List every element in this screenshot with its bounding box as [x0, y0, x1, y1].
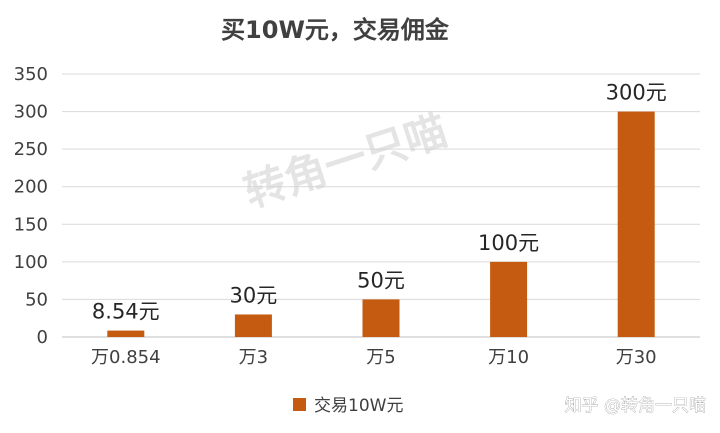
bar [362, 299, 400, 337]
data-label: 100元 [478, 231, 539, 255]
data-label: 30元 [230, 283, 278, 307]
y-axis-ticks: 0 50 100 150 200 250 300 350 [14, 64, 48, 348]
watermark-text: 转角一只喵 [238, 105, 453, 217]
x-category-label: 万10 [488, 347, 529, 368]
bar [234, 314, 272, 337]
gridlines [62, 73, 700, 338]
legend-swatch [293, 398, 306, 411]
bar [490, 261, 528, 337]
legend-label: 交易10W元 [314, 396, 403, 416]
bar [617, 111, 655, 337]
y-tick-label: 0 [37, 327, 48, 348]
credit-text: 知乎 @转角一只喵 [565, 396, 706, 416]
y-tick-label: 50 [25, 289, 48, 310]
x-category-label: 万0.854 [91, 347, 161, 368]
x-axis-categories: 万0.854 万3 万5 万10 万30 [91, 347, 657, 368]
y-tick-label: 300 [14, 102, 48, 123]
x-category-label: 万5 [366, 347, 395, 368]
bars [107, 111, 655, 337]
y-tick-label: 100 [14, 252, 48, 273]
y-tick-label: 250 [14, 139, 48, 160]
x-category-label: 万3 [239, 347, 268, 368]
data-label: 300元 [606, 81, 667, 105]
data-labels: 8.54元 30元 50元 100元 300元 [92, 81, 667, 324]
data-label: 50元 [357, 268, 405, 292]
x-category-label: 万30 [616, 347, 657, 368]
y-tick-label: 150 [14, 214, 48, 235]
y-tick-label: 200 [14, 177, 48, 198]
legend: 交易10W元 [293, 396, 403, 416]
y-tick-label: 350 [14, 64, 48, 85]
chart-title: 买10W元，交易佣金 [221, 16, 450, 44]
data-label: 8.54元 [92, 300, 160, 324]
bar [107, 330, 145, 337]
